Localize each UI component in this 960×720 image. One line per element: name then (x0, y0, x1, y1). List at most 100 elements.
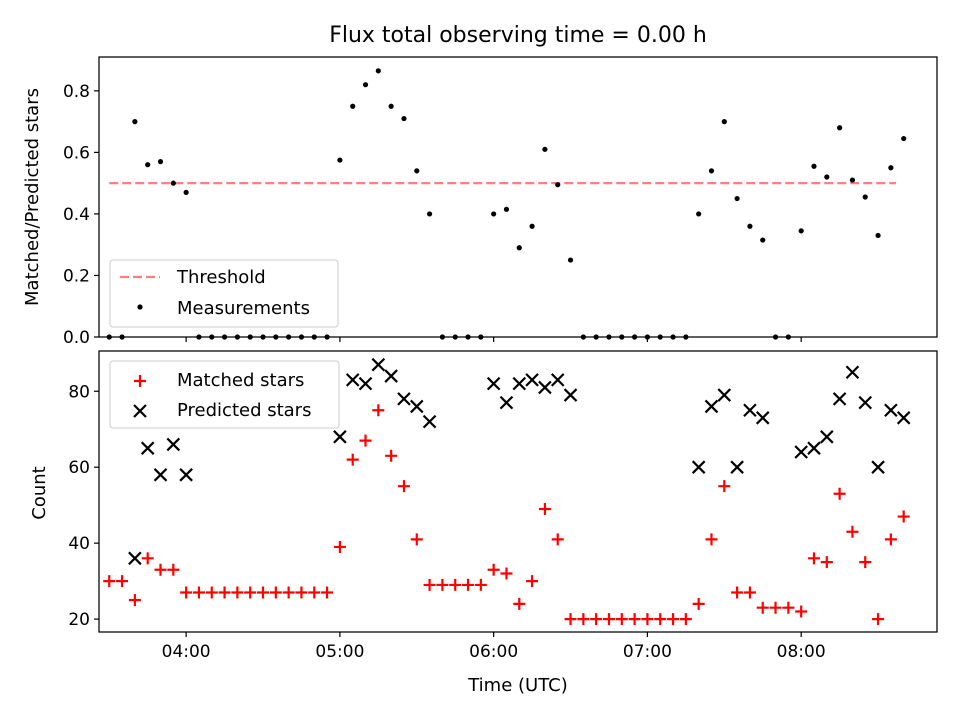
predicted-stars-point (550, 373, 565, 387)
measurement-point (657, 334, 663, 340)
measurement-point (273, 334, 279, 340)
matched-stars-point (692, 597, 705, 610)
predicted-stars-point (563, 388, 578, 402)
matched-stars-point (192, 586, 205, 599)
matched-stars-point (385, 449, 398, 462)
measurement-point (221, 334, 228, 340)
top-y-tick-label: 0.2 (63, 266, 90, 286)
measurement-point (414, 168, 420, 174)
measurement-point (632, 334, 638, 340)
measurement-point (183, 189, 189, 195)
matched-stars-point (346, 453, 359, 466)
measurement-point (439, 334, 446, 340)
predicted-stars-point (422, 414, 437, 429)
matched-stars-point (897, 510, 910, 523)
matched-stars-point (795, 605, 808, 618)
measurement-point (145, 162, 151, 168)
matched-stars-point (615, 613, 628, 626)
measurement-point (798, 228, 804, 234)
measurement-point (337, 157, 343, 163)
measurement-point (170, 180, 176, 186)
measurement-point (209, 334, 215, 340)
measurement-point (888, 165, 894, 171)
matched-stars-point (731, 586, 744, 599)
measurement-point (491, 211, 497, 217)
measurement-point (260, 334, 266, 340)
measurement-point (593, 334, 599, 340)
top-panel: 0.00.20.40.60.8 Matched/Predicted stars … (22, 56, 938, 348)
measurement-point (708, 168, 715, 174)
bottom-x-tick-label: 05:00 (315, 642, 364, 662)
matched-stars-point (244, 586, 257, 599)
matched-stars-point (641, 613, 654, 626)
measurement-point (772, 334, 779, 340)
matched-stars-point (602, 613, 615, 626)
measurement-point (811, 163, 817, 169)
measurement-point (875, 232, 881, 239)
top-y-axis-label: Matched/Predicted stars (22, 88, 43, 306)
matched-stars-point (667, 613, 680, 626)
predicted-stars-point (358, 376, 373, 391)
predicted-stars-point (884, 403, 898, 418)
measurement-point (132, 119, 138, 125)
bottom-legend-box (109, 360, 340, 429)
matched-stars-point (833, 487, 846, 500)
predicted-stars-point (832, 392, 847, 406)
threshold-legend-label: Threshold (176, 267, 266, 288)
measurement-point (311, 334, 317, 340)
measurement-point (901, 135, 907, 142)
top-y-tick-label: 0.0 (63, 328, 90, 348)
matched-stars-point (231, 586, 244, 599)
predicted-stars-point (538, 380, 552, 395)
bottom-y-tick-label: 80 (68, 382, 90, 402)
matched-stars-point (397, 480, 410, 493)
predicted-stars-point (397, 392, 411, 406)
predicted-stars-point (512, 376, 527, 391)
predicted-stars-point (845, 365, 860, 380)
measurement-point (426, 211, 433, 217)
predicted-stars-point (333, 430, 347, 444)
measurement-point (760, 237, 766, 243)
bottom-x-tick-label: 06:00 (469, 642, 518, 662)
measurement-point (542, 146, 548, 152)
matched-stars-point (577, 613, 590, 626)
matched-stars-point (359, 434, 372, 447)
bottom-legend: Matched stars Predicted stars (109, 360, 340, 429)
predicted-stars-point (179, 468, 193, 482)
matched-stars-point (116, 575, 129, 588)
measurement-point (157, 159, 164, 165)
measurement-point (452, 334, 458, 340)
top-plot-frame (98, 56, 938, 338)
measurement-point (580, 334, 586, 340)
measurement-point (478, 334, 484, 340)
measurement-point (324, 334, 330, 340)
matched-stars-point (756, 601, 769, 614)
bottom-x-tick-label: 07:00 (623, 642, 672, 662)
measurement-point (362, 82, 369, 88)
matched-stars-point (257, 586, 270, 599)
measurement-point (683, 334, 689, 340)
matched-stars-point (462, 578, 475, 591)
x-axis-label: Time (UTC) (467, 675, 568, 696)
measurement-point (849, 177, 856, 183)
top-legend: Threshold Measurements (109, 259, 339, 328)
predicted-stars-point (128, 551, 142, 566)
matched-stars-point (474, 578, 487, 591)
predicted-stars-point (153, 468, 168, 482)
measurement-point (567, 257, 574, 263)
matched-stars-point (282, 586, 295, 599)
measurement-point (696, 211, 702, 217)
matched-stars-point (551, 533, 564, 546)
measurement-point (747, 223, 753, 229)
predicted-stars-point (499, 395, 514, 410)
matched-stars-point (538, 502, 551, 515)
bottom-y-tick-label: 20 (68, 610, 90, 630)
bottom-x-tick-label: 08:00 (777, 642, 826, 662)
matched-stars-point (295, 586, 308, 599)
measurement-point (106, 334, 112, 340)
measurement-point (785, 334, 791, 340)
matched-stars-point (718, 480, 731, 493)
matched-stars-point (333, 540, 346, 553)
predicted-stars-point (691, 460, 706, 474)
